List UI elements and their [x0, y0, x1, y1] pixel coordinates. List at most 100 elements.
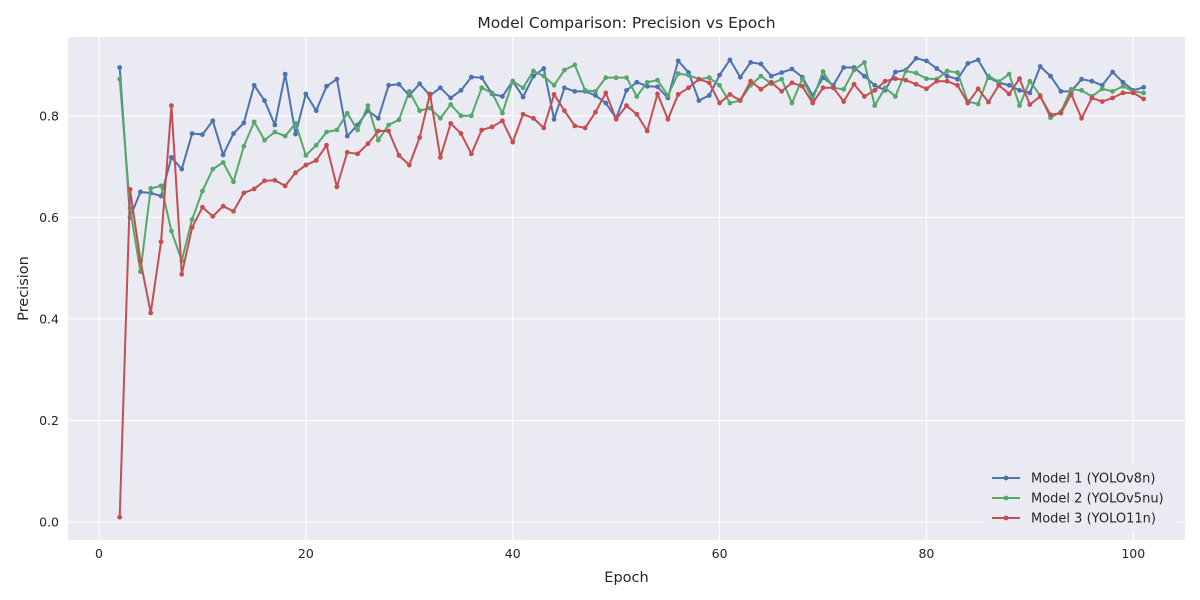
data-point: [169, 103, 174, 108]
data-point: [520, 111, 526, 117]
data-point: [293, 170, 298, 176]
x-tick-label: 0: [95, 546, 103, 561]
data-point: [562, 108, 567, 114]
data-point: [861, 60, 867, 65]
data-point: [251, 186, 257, 192]
data-point: [417, 135, 423, 141]
data-point: [1048, 112, 1053, 118]
data-point: [282, 133, 288, 139]
data-point: [541, 73, 547, 79]
data-point: [665, 93, 671, 98]
tick-labels: 0 20 40 60 80 100 0.0 0.2 0.4 0.6 0.8: [39, 108, 1145, 561]
x-tick-label: 100: [1121, 546, 1145, 561]
data-point: [593, 88, 598, 94]
data-point: [334, 76, 340, 82]
x-tick-label: 40: [505, 546, 521, 561]
data-point: [541, 125, 547, 131]
data-point: [293, 131, 298, 137]
data-point: [1130, 90, 1136, 96]
data-point: [303, 91, 309, 97]
data-point: [272, 129, 278, 135]
data-point: [903, 77, 909, 83]
data-point: [189, 217, 195, 222]
chart-title: Model Comparison: Precision vs Epoch: [477, 14, 775, 32]
data-point: [220, 152, 226, 158]
legend-label: Model 1 (YOLOv8n): [1031, 472, 1155, 487]
data-point: [696, 76, 702, 82]
data-point: [210, 166, 216, 172]
data-point: [893, 69, 898, 75]
data-point: [375, 115, 381, 121]
data-point: [355, 151, 360, 157]
data-point: [334, 184, 340, 190]
data-point: [913, 55, 919, 61]
data-point: [758, 73, 764, 79]
data-point: [758, 86, 764, 92]
data-point: [593, 93, 598, 98]
data-point: [499, 94, 505, 99]
data-point: [913, 81, 919, 87]
data-point: [717, 72, 722, 78]
data-point: [1099, 82, 1105, 88]
data-point: [251, 82, 257, 88]
data-point: [179, 271, 185, 277]
data-point: [324, 129, 329, 135]
data-point: [210, 213, 216, 219]
series-3: [117, 76, 1147, 520]
data-point: [231, 208, 236, 214]
data-point: [686, 85, 691, 91]
legend-label: Model 2 (YOLOv5nu): [1031, 492, 1164, 507]
data-point: [655, 84, 660, 90]
legend: Model 1 (YOLOv8n) Model 2 (YOLOv5nu) Model…: [982, 464, 1178, 532]
data-point: [117, 514, 123, 520]
data-point: [293, 120, 298, 126]
data-point: [830, 85, 836, 91]
data-point: [1017, 76, 1022, 82]
data-point: [1089, 78, 1095, 84]
data-point: [262, 98, 267, 103]
data-point: [1079, 115, 1084, 121]
data-point: [624, 103, 629, 108]
data-point: [665, 116, 671, 122]
data-point: [748, 60, 754, 65]
data-point: [468, 113, 474, 119]
data-point: [768, 73, 774, 79]
data-point: [241, 190, 247, 196]
legend-entry-3: Model 3 (YOLO11n): [992, 512, 1156, 527]
data-point: [841, 65, 847, 70]
data-point: [117, 65, 123, 70]
data-point: [138, 189, 143, 195]
data-point: [489, 124, 495, 130]
data-point: [427, 91, 433, 97]
data-point: [799, 76, 805, 82]
data-point: [1027, 78, 1033, 84]
data-point: [572, 62, 578, 68]
data-point: [179, 166, 185, 172]
y-tick-label: 0.6: [39, 210, 59, 225]
data-point: [417, 81, 423, 87]
data-point: [841, 86, 847, 92]
data-point: [303, 152, 309, 158]
data-point: [272, 122, 278, 128]
data-point: [375, 128, 381, 134]
data-point: [262, 137, 267, 143]
data-point: [1110, 88, 1115, 94]
data-point: [541, 66, 547, 71]
data-point: [468, 151, 474, 157]
data-point: [882, 78, 888, 84]
data-point: [200, 188, 205, 194]
data-point: [313, 142, 319, 148]
data-point: [1037, 94, 1043, 99]
data-point: [965, 61, 971, 66]
legend-label: Model 3 (YOLO11n): [1031, 512, 1156, 527]
data-point: [1079, 76, 1084, 82]
data-point: [1017, 103, 1022, 108]
data-point: [1120, 83, 1126, 89]
data-point: [893, 76, 898, 82]
data-point: [1079, 87, 1084, 93]
data-point: [417, 108, 423, 114]
data-point: [872, 103, 878, 108]
data-point: [437, 85, 443, 91]
data-point: [1058, 88, 1064, 94]
data-point: [717, 82, 722, 88]
